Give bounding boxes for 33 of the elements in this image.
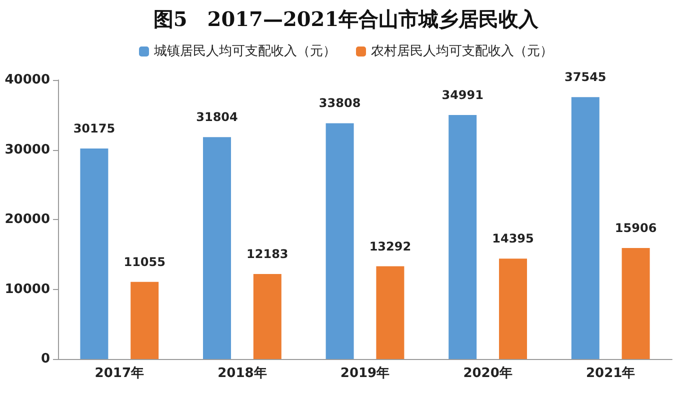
x-tick-label: 2021年: [586, 366, 636, 381]
bar: [326, 123, 354, 359]
data-label: 31804: [196, 110, 238, 124]
bar: [253, 274, 282, 359]
y-tick-label: 10000: [4, 282, 50, 297]
data-label: 14395: [492, 232, 534, 246]
y-tick-label: 0: [40, 352, 50, 366]
x-tick-label: 2019年: [340, 366, 390, 381]
y-tick-label: 20000: [4, 212, 50, 227]
x-tick-label: 2017年: [94, 366, 144, 381]
bar: [130, 282, 159, 359]
bar: [622, 248, 650, 359]
data-label: 37545: [564, 70, 606, 84]
bar: [203, 137, 231, 359]
bar: [448, 114, 477, 359]
x-tick-label: 2018年: [218, 366, 267, 381]
legend-label: 农村居民人均可支配收入（元）: [371, 44, 553, 59]
bar: [499, 258, 527, 359]
y-tick-label: 40000: [4, 72, 50, 88]
chart-title: 图5 2017—2021年合山市城乡居民收入: [153, 7, 540, 31]
data-label: 33808: [318, 96, 361, 110]
bar: [571, 97, 600, 359]
data-label: 34991: [442, 88, 484, 102]
bar: [80, 148, 108, 359]
data-label: 13292: [369, 239, 412, 254]
data-label: 15906: [614, 221, 657, 236]
data-label: 11055: [124, 254, 166, 269]
x-tick-label: 2020年: [463, 366, 512, 381]
data-label: 12183: [246, 247, 288, 262]
bar: [376, 266, 404, 359]
y-tick-label: 30000: [4, 142, 50, 158]
data-label: 30175: [73, 122, 116, 136]
legend-label: 城镇居民人均可支配收入（元）: [153, 44, 336, 59]
